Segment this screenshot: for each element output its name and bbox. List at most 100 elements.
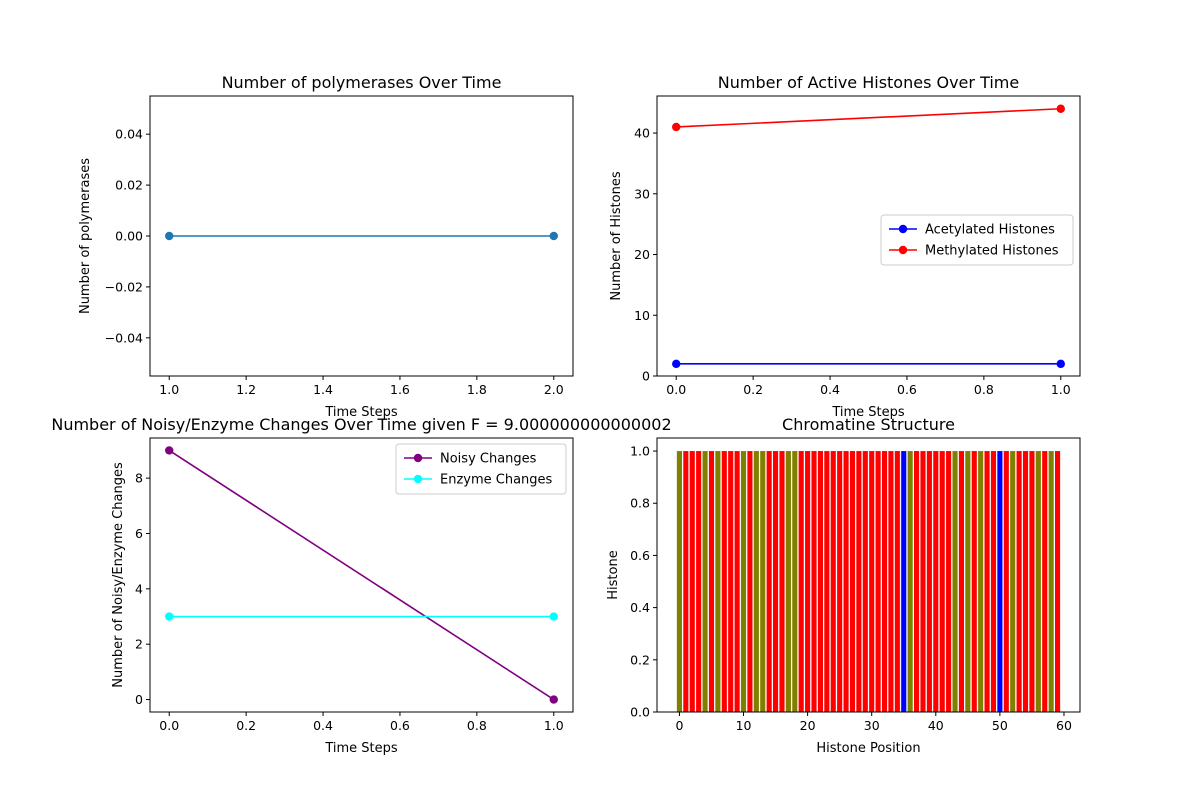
x-tick-label: 1.4 [313, 382, 333, 397]
histone-bar [676, 451, 682, 712]
y-tick-label: 4 [135, 581, 143, 596]
x-tick-label: 0.0 [159, 718, 179, 733]
histones-series-1-point [1056, 104, 1065, 113]
histones-y-axis-label: Number of Histones [609, 171, 624, 300]
histone-bar [933, 451, 939, 712]
histones-x-axis-label: Time Steps [831, 405, 905, 420]
y-tick-label: 0.0 [630, 705, 650, 720]
x-tick-label: 40 [928, 718, 944, 733]
histones-series-0-point [1056, 359, 1065, 369]
y-tick-label: 0.8 [630, 496, 650, 511]
histone-bar [734, 451, 740, 712]
polymerases-series-0-point [549, 231, 558, 241]
legend-label: Methylated Histones [925, 244, 1059, 259]
histone-bar [798, 451, 804, 712]
histone-bar [939, 451, 945, 712]
histone-bar [894, 451, 900, 712]
x-tick-label: 0 [675, 718, 683, 733]
chart-chromatine: 0 10 20 30 40 50 60 0.0 0.2 0.4 0.6 0.8 1.0 Chromatin… [606, 415, 1081, 756]
histones-series-1-line [676, 107, 1061, 128]
chromatine-y-axis-label: Histone [606, 550, 621, 599]
x-tick-label: 0.8 [467, 718, 487, 733]
histone-bar [715, 451, 721, 712]
histone-bar [920, 451, 926, 712]
changes-series-0-point [549, 695, 558, 704]
histone-bar [785, 451, 791, 712]
y-tick-label: 0.4 [630, 600, 650, 615]
histone-bar [965, 451, 971, 712]
histone-bar [740, 451, 747, 712]
y-tick-label: 0.2 [630, 652, 650, 667]
legend-label: Noisy Changes [440, 452, 537, 467]
chromatine-axes-frame [656, 437, 1081, 713]
x-tick-label: 1.6 [390, 382, 410, 397]
changes-y-axis-label: Number of Noisy/Enzyme Changes [111, 462, 126, 688]
changes-x-axis-label: Time Steps [324, 741, 398, 756]
x-tick-label: 2.0 [544, 382, 564, 397]
histone-bar [824, 451, 830, 712]
histones-title: Number of Active Histones Over Time [718, 73, 1019, 92]
histone-bar [721, 451, 727, 712]
y-tick-label: 8 [135, 471, 143, 486]
histone-bar [747, 451, 753, 712]
histones-marks [672, 104, 1065, 369]
x-tick-label: 1.0 [1051, 382, 1071, 397]
histone-bar [926, 451, 932, 712]
legend-marker [413, 474, 423, 484]
histone-bar [971, 451, 977, 712]
x-tick-label: 0.4 [820, 382, 840, 397]
histone-bar [984, 451, 990, 712]
x-tick-label: 0.6 [897, 382, 917, 397]
histone-bar [830, 451, 836, 712]
legend-marker [898, 224, 908, 234]
x-tick-label: 1.2 [236, 382, 256, 397]
histones-axes-frame [656, 95, 1081, 377]
histone-bar [702, 451, 708, 712]
histone-bar [1042, 451, 1048, 712]
legend-marker [898, 245, 908, 255]
histone-bar [952, 451, 958, 712]
y-tick-label: 0.00 [115, 229, 143, 244]
x-tick-label: 0.2 [236, 718, 256, 733]
histone-bar [837, 451, 843, 712]
histone-bar [708, 451, 715, 712]
legend-label: Enzyme Changes [440, 473, 553, 488]
histone-bar [914, 451, 920, 712]
changes-series-0-line [168, 449, 555, 701]
histone-bar [901, 451, 907, 712]
histones-series-0-point [672, 359, 681, 369]
histone-bar [1010, 451, 1016, 712]
x-tick-label: 0.8 [974, 382, 994, 397]
polymerases-x-axis-label: Time Steps [324, 405, 398, 420]
y-tick-label: −0.04 [105, 330, 143, 345]
histone-bar [1016, 451, 1022, 712]
histone-bar [696, 451, 702, 712]
y-tick-label: 40 [634, 126, 650, 141]
x-tick-label: 20 [800, 718, 816, 733]
changes-title: Number of Noisy/Enzyme Changes Over Time… [51, 415, 671, 434]
histone-bar [843, 451, 849, 712]
histone-bar [792, 451, 798, 712]
x-tick-label: 30 [864, 718, 880, 733]
histone-bar [958, 451, 964, 712]
histones-series-1-point [672, 122, 681, 132]
x-tick-label: 50 [992, 718, 1008, 733]
chart-polymerases: 1.0 1.2 1.4 1.6 1.8 2.0 −0.04 −0.02 0.00 0.02 0.04… [78, 73, 574, 420]
histone-bar [1055, 451, 1061, 712]
x-tick-label: 0.0 [666, 382, 686, 397]
y-tick-label: 6 [135, 526, 143, 541]
histone-bar [946, 451, 952, 712]
x-tick-label: 0.4 [313, 718, 333, 733]
chromatine-x-axis-label: Histone Position [816, 741, 920, 756]
y-tick-label: 0 [135, 692, 143, 707]
histone-bar [753, 451, 759, 712]
histone-bar [817, 451, 823, 712]
histone-bar [1022, 451, 1029, 712]
polymerases-marks [165, 231, 558, 241]
x-tick-label: 1.0 [159, 382, 179, 397]
y-tick-label: 0.02 [115, 178, 143, 193]
y-tick-label: 1.0 [630, 444, 650, 459]
histone-bar [875, 451, 881, 712]
y-tick-label: 20 [634, 247, 650, 262]
